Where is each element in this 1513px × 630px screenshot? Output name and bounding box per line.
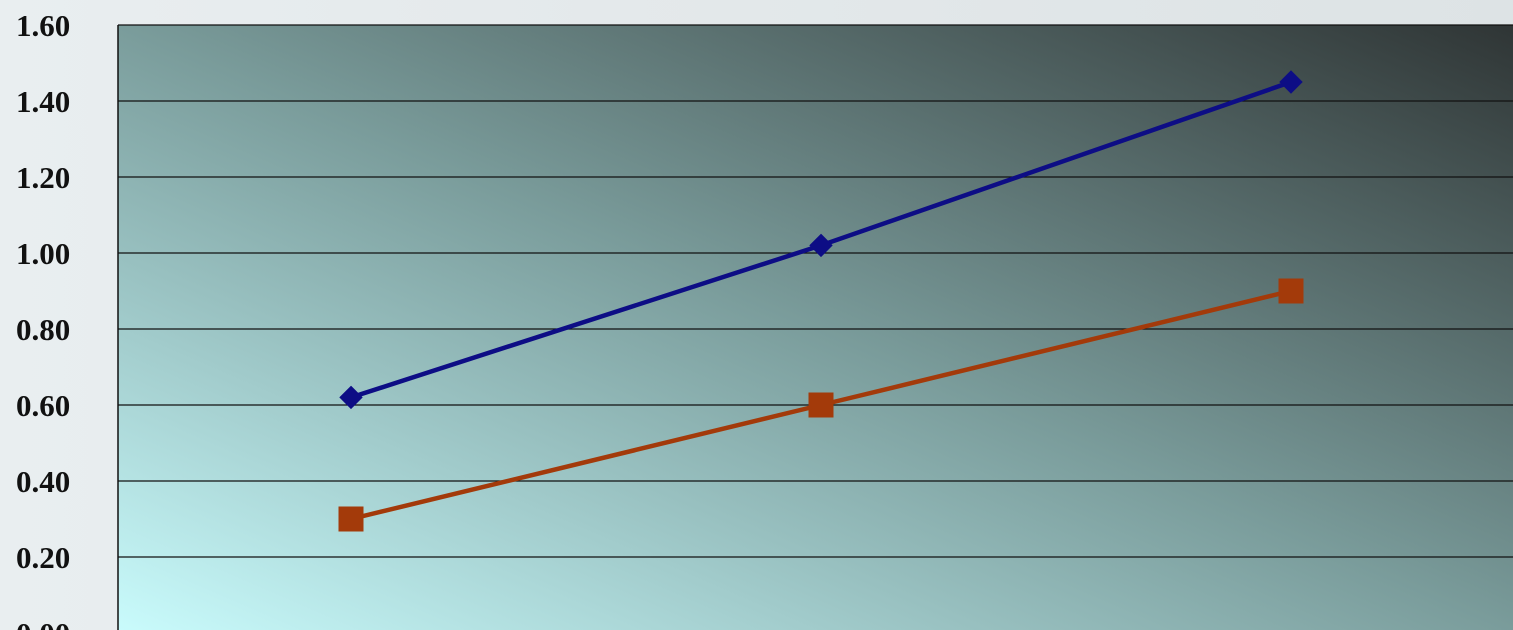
y-tick-label: 1.20 [16, 160, 70, 195]
plot-area [118, 25, 1513, 630]
y-tick-label: 1.40 [16, 84, 70, 119]
series-1-point-1 [339, 385, 363, 410]
y-tick-label: 0.20 [16, 540, 70, 575]
y-tick-label: 0.40 [16, 464, 70, 499]
y-tick-label: 0.00 [16, 616, 70, 630]
y-axis-tick-labels: 1.60 1.40 1.20 1.00 0.80 0.60 0.40 0.20 0.00 [16, 8, 70, 630]
series-2-point-2 [808, 392, 834, 418]
series-markers [338, 70, 1304, 532]
y-tick-label: 0.60 [16, 388, 70, 423]
series-1-point-2 [809, 233, 833, 258]
series-1-point-3 [1279, 70, 1303, 94]
series-2-point-1 [338, 506, 364, 532]
y-tick-label: 1.00 [16, 236, 70, 271]
y-tick-label: 0.80 [16, 312, 70, 347]
y-tick-label: 1.60 [16, 8, 70, 43]
series-2-point-3 [1278, 278, 1304, 304]
